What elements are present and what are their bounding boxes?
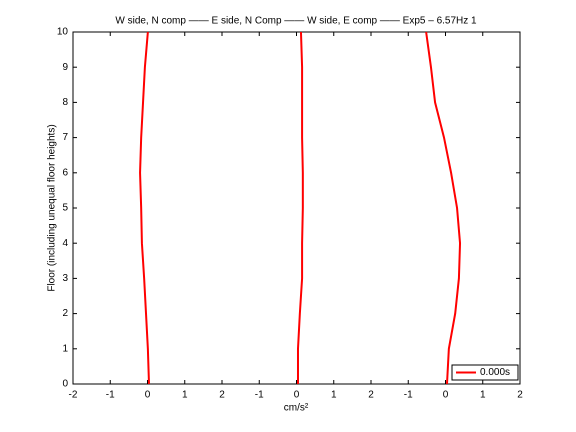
x-tick-label: 2 bbox=[368, 390, 374, 401]
y-tick-label: 0 bbox=[62, 379, 68, 390]
y-tick-label: 3 bbox=[62, 273, 68, 284]
x-tick-label: 0 bbox=[145, 390, 151, 401]
y-axis-label: Floor (including unequal floor heights) bbox=[47, 124, 58, 291]
y-tick-label: 4 bbox=[62, 238, 68, 249]
x-tick-label: -1 bbox=[255, 390, 264, 401]
x-tick-label: 2 bbox=[517, 390, 523, 401]
data-line bbox=[139, 31, 462, 385]
y-tick-label: 10 bbox=[57, 27, 69, 38]
y-tick-label: 9 bbox=[62, 62, 68, 73]
x-tick-label: 2 bbox=[219, 390, 225, 401]
y-tick-label: 1 bbox=[62, 343, 68, 354]
y-tick-label: 6 bbox=[62, 167, 68, 178]
chart-title: W side, N comp —— E side, N Comp —— W si… bbox=[115, 16, 477, 27]
y-tick-label: 7 bbox=[62, 132, 68, 143]
x-tick-label: -1 bbox=[106, 390, 115, 401]
y-tick-label: 2 bbox=[62, 308, 68, 319]
y-tick-label: 5 bbox=[62, 203, 68, 214]
x-tick-label: 1 bbox=[480, 390, 486, 401]
legend-label: 0.000s bbox=[480, 367, 510, 378]
x-tick-label: 1 bbox=[331, 390, 337, 401]
legend bbox=[451, 364, 519, 381]
y-tick-label: 8 bbox=[62, 97, 68, 108]
x-tick-label: -2 bbox=[69, 390, 78, 401]
x-tick-label: 0 bbox=[294, 390, 300, 401]
x-tick-label: 0 bbox=[443, 390, 449, 401]
x-axis-label: cm/s² bbox=[284, 403, 309, 414]
x-tick-label: 1 bbox=[182, 390, 188, 401]
x-tick-label: -1 bbox=[404, 390, 413, 401]
